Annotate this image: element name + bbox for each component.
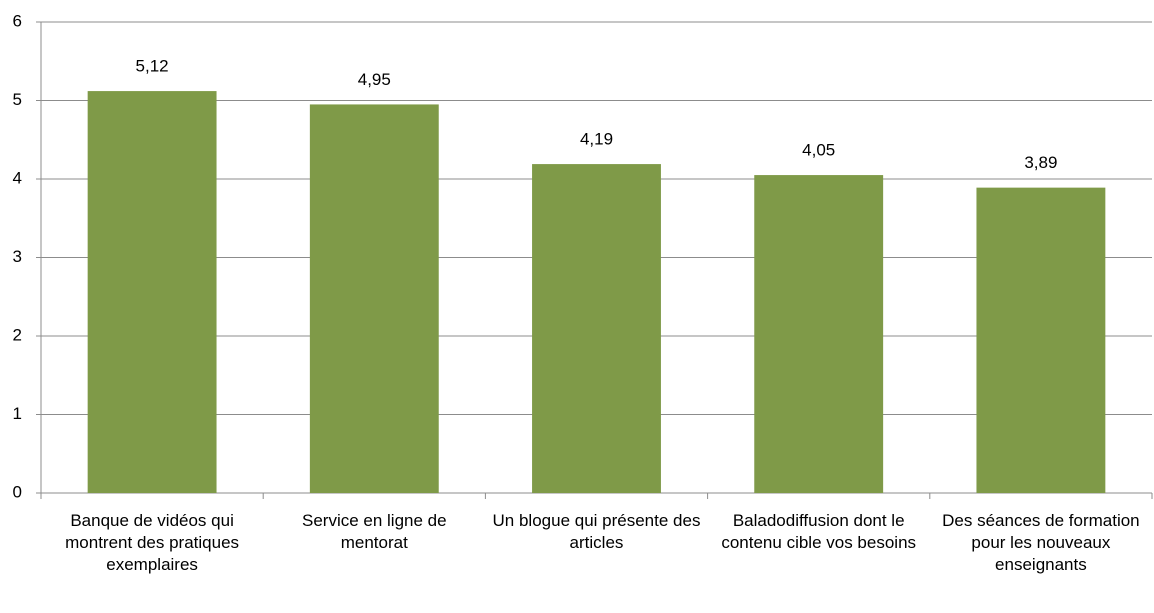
y-tick-label: 6 — [13, 11, 22, 30]
x-tick-label: Baladodiffusion dont le contenu cible vo… — [721, 511, 917, 552]
x-tick-label: Des séances de formation pour les nouvea… — [942, 511, 1140, 574]
x-tick-label: Service en ligne de mentorat — [301, 511, 447, 552]
bar — [87, 91, 217, 493]
value-label: 4,05 — [802, 141, 835, 160]
value-label: 5,12 — [136, 57, 169, 76]
y-tick-label: 4 — [13, 168, 22, 187]
y-tick-label: 3 — [13, 247, 22, 266]
y-tick-label: 0 — [13, 482, 22, 501]
value-label: 4,95 — [358, 70, 391, 89]
y-tick-label: 1 — [13, 404, 22, 423]
bar — [309, 104, 439, 494]
x-tick-label: Un blogue qui présente des articles — [492, 511, 701, 552]
bar — [976, 187, 1106, 493]
x-tick-label: Banque de vidéos qui montrent des pratiq… — [65, 511, 240, 574]
y-tick-label: 5 — [13, 90, 22, 109]
y-tick-label: 2 — [13, 325, 22, 344]
bar — [532, 164, 661, 493]
value-label: 4,19 — [580, 130, 613, 149]
value-label: 3,89 — [1024, 153, 1057, 172]
bar — [754, 175, 884, 493]
